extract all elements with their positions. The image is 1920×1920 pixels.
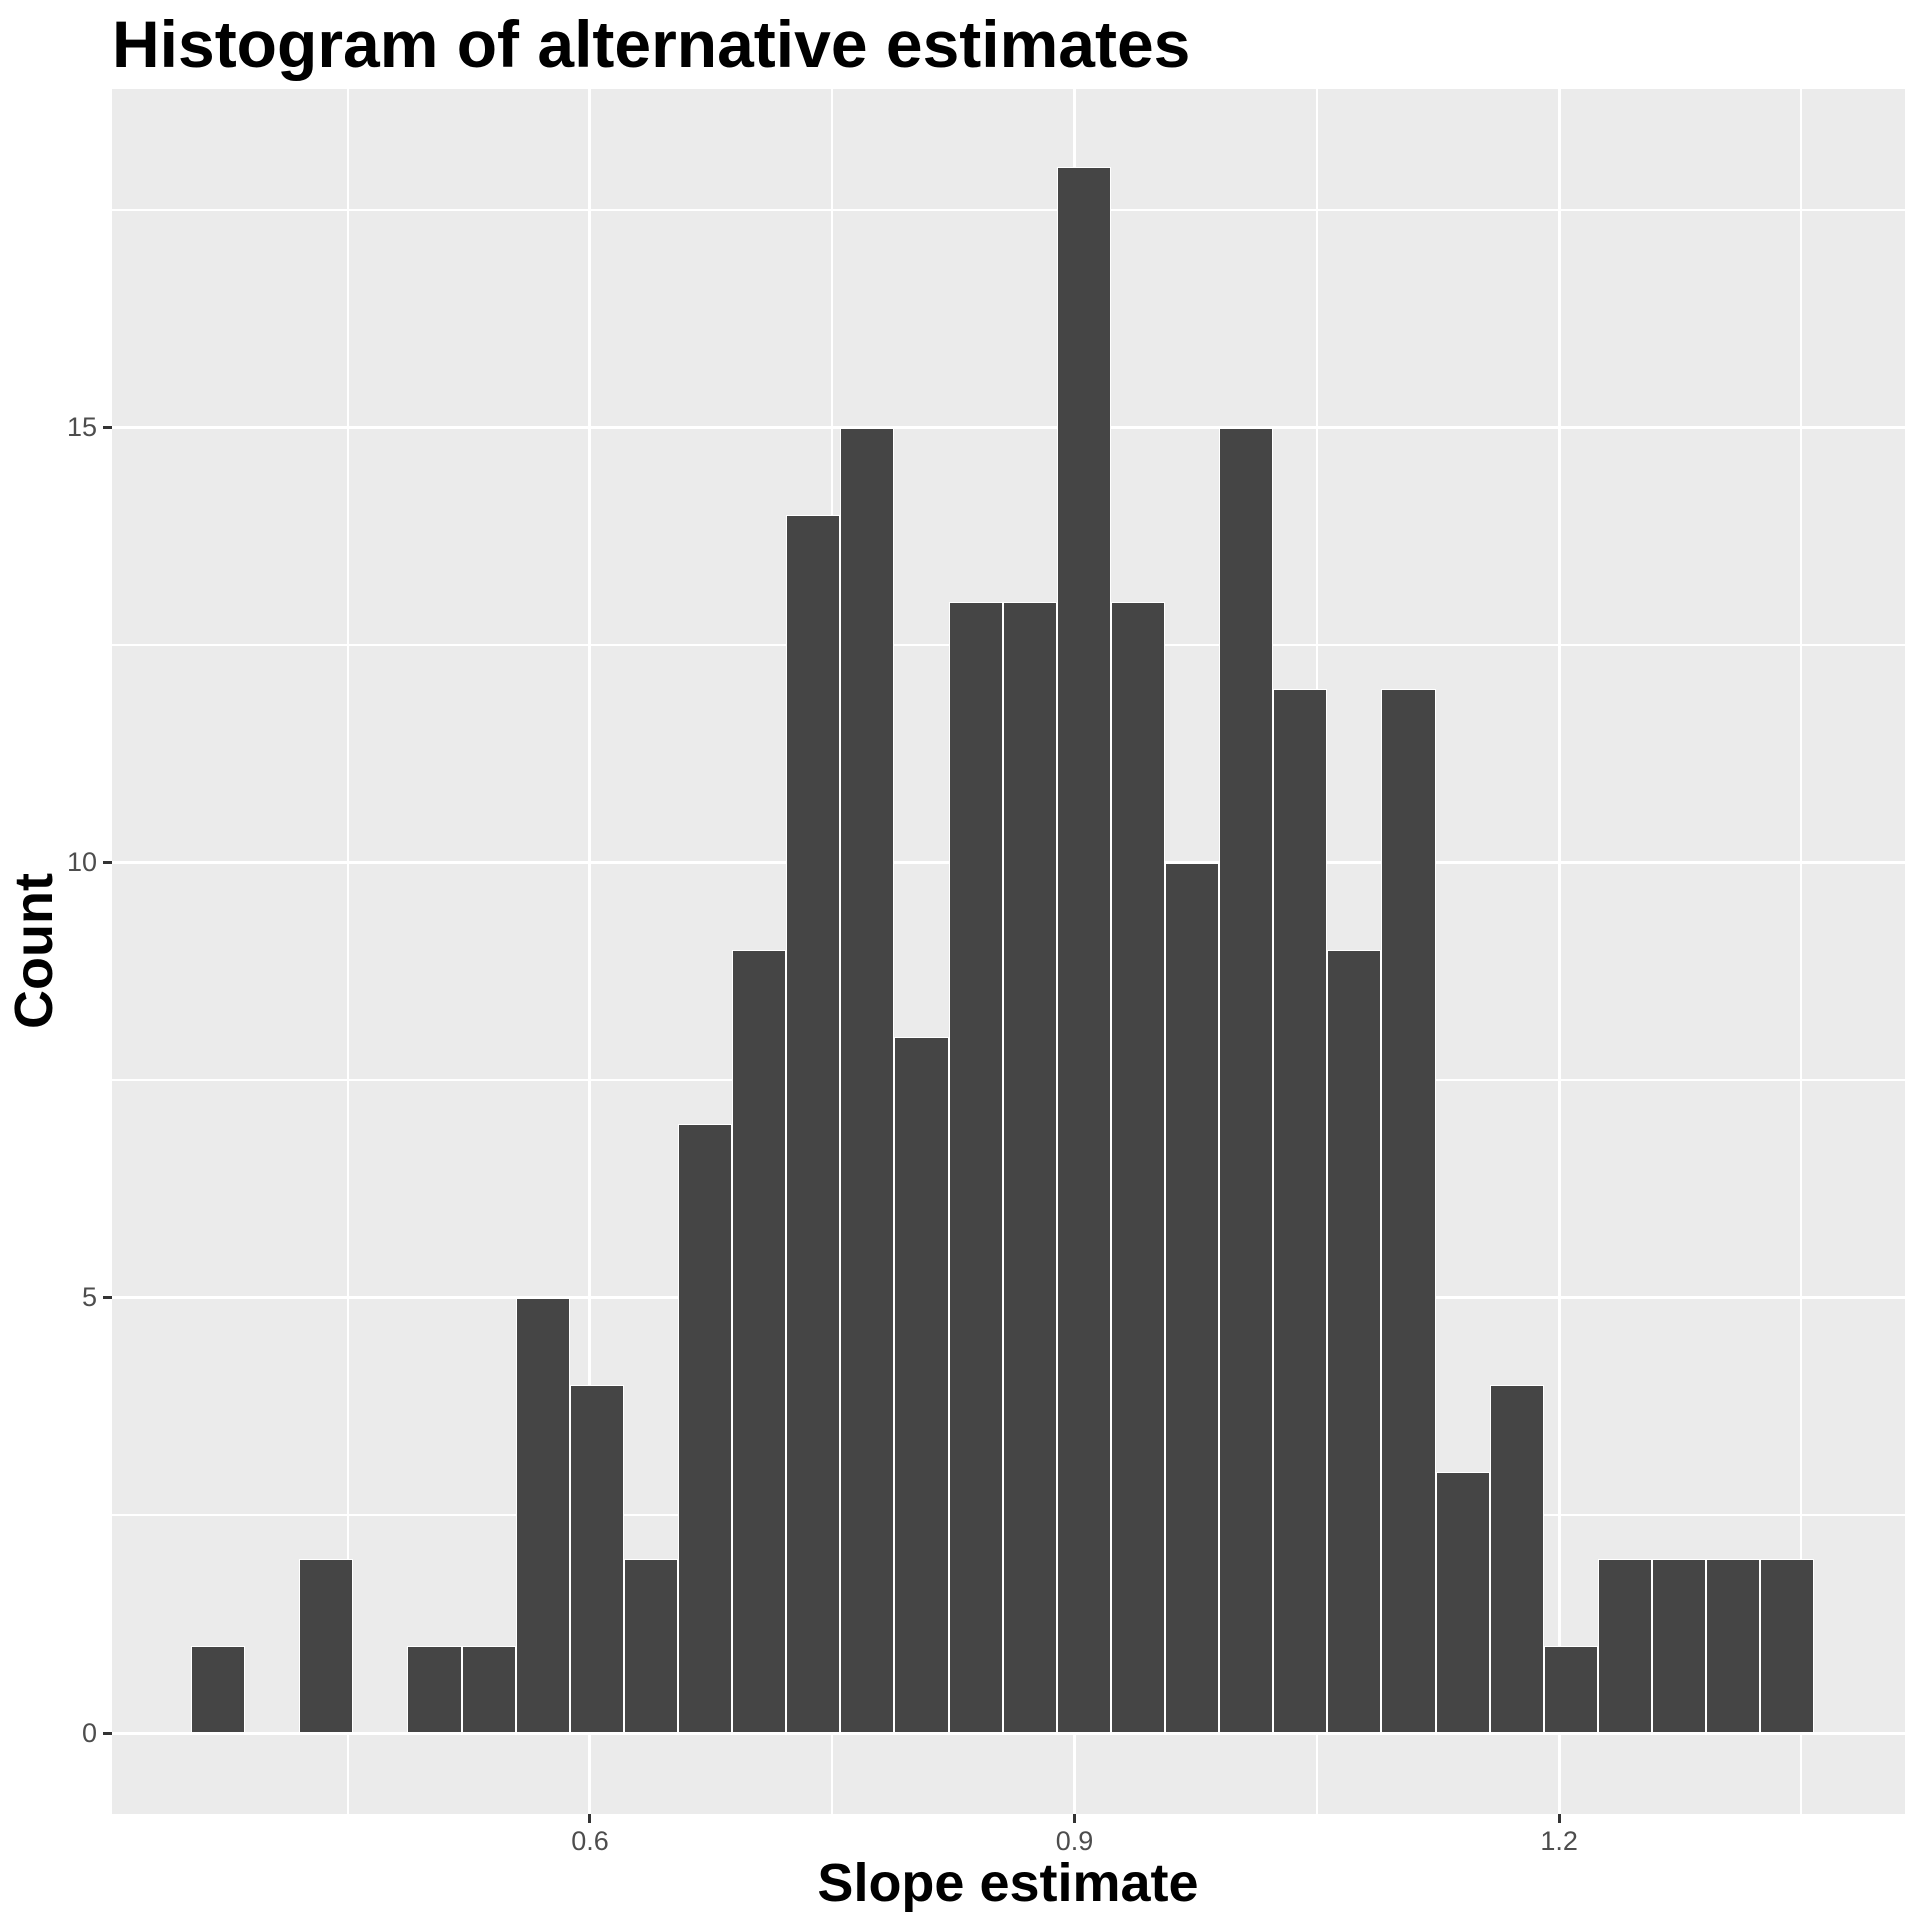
histogram-bar: [894, 1036, 949, 1733]
gridline-x-minor: [1800, 89, 1803, 1814]
histogram-bar: [1543, 1645, 1598, 1733]
histogram-bar: [1002, 601, 1057, 1733]
y-tick-label: 5: [81, 1282, 97, 1313]
histogram-bar: [1327, 949, 1382, 1733]
histogram-bar: [623, 1558, 678, 1733]
y-axis-tick-mark: [103, 861, 112, 865]
x-tick-label: 0.6: [571, 1826, 609, 1856]
histogram-bar: [1435, 1471, 1490, 1733]
x-tick-label: 1.2: [1540, 1826, 1578, 1856]
gridline-y-major: [112, 426, 1905, 430]
histogram-bar: [1760, 1558, 1815, 1733]
y-axis-tick-mark: [103, 426, 112, 430]
histogram-bar: [407, 1645, 462, 1733]
x-axis-tick-mark: [588, 1814, 592, 1823]
plot-panel: [112, 89, 1905, 1814]
histogram-bar: [461, 1645, 516, 1733]
histogram-bar: [732, 949, 787, 1733]
histogram-bar: [1165, 862, 1220, 1733]
histogram-bar: [678, 1123, 733, 1733]
gridline-x-minor: [346, 89, 349, 1814]
y-axis-tick-mark: [103, 1731, 112, 1735]
histogram-bar: [1219, 427, 1274, 1733]
histogram-bar: [1056, 166, 1111, 1733]
histogram-bar: [948, 601, 1003, 1733]
histogram-bar: [840, 427, 895, 1733]
y-tick-label: 15: [66, 412, 97, 443]
histogram-bar: [1110, 601, 1166, 1733]
y-tick-label: 10: [66, 847, 97, 878]
plot-title: Histogram of alternative estimates: [112, 7, 1191, 81]
histogram-bar: [1652, 1558, 1707, 1733]
histogram-bar: [190, 1645, 246, 1733]
x-axis-title: Slope estimate: [817, 1853, 1199, 1913]
histogram-bar: [515, 1297, 570, 1733]
gridline-x-major: [1557, 89, 1561, 1814]
gridline-x-major: [588, 89, 592, 1814]
histogram-bar: [1273, 688, 1328, 1733]
histogram-bar: [569, 1384, 624, 1733]
histogram-bar: [786, 514, 841, 1733]
x-tick-label: 0.9: [1055, 1826, 1094, 1856]
histogram-bar: [1489, 1384, 1544, 1733]
y-axis-title: Count: [4, 873, 64, 1029]
histogram-bar: [299, 1558, 354, 1733]
y-tick-label: 0: [81, 1717, 97, 1748]
histogram-bar: [1597, 1558, 1653, 1733]
y-axis-tick-mark: [103, 1296, 112, 1300]
x-axis-tick-mark: [1557, 1814, 1561, 1823]
gridline-y-minor: [112, 209, 1905, 212]
x-axis-tick-mark: [1073, 1814, 1077, 1823]
histogram-bar: [1381, 688, 1436, 1733]
gridline-y-major: [112, 1731, 1905, 1735]
histogram-bar: [1706, 1558, 1761, 1733]
